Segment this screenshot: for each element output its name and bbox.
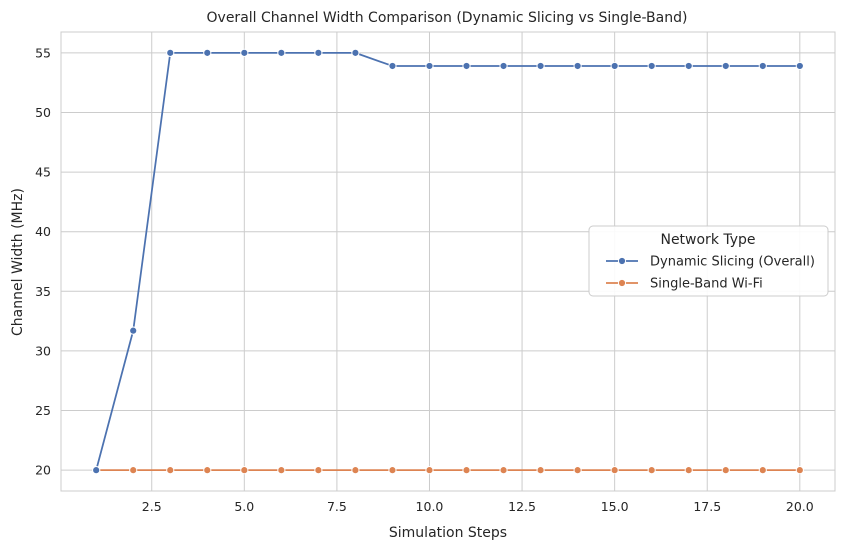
data-point	[536, 466, 545, 475]
x-axis-ticks: 2.5 5.0 7.5 10.0 12.5 15.0 17.5 20.0	[142, 499, 814, 514]
data-point	[795, 61, 804, 71]
data-point	[684, 466, 693, 475]
x-tick-label: 15.0	[601, 499, 629, 514]
x-tick-label: 20.0	[786, 499, 814, 514]
data-point	[277, 48, 286, 57]
x-tick-label: 5.0	[234, 499, 254, 514]
data-point	[425, 466, 434, 475]
legend-marker	[617, 278, 627, 288]
data-point	[499, 61, 508, 71]
data-point	[721, 466, 730, 475]
data-point	[758, 61, 767, 71]
series-layer	[92, 48, 804, 475]
y-tick-label: 45	[35, 165, 51, 180]
data-point	[462, 466, 471, 475]
legend-label: Single-Band Wi-Fi	[650, 277, 763, 292]
data-point	[129, 326, 138, 335]
x-tick-label: 17.5	[693, 499, 721, 514]
data-point	[351, 48, 360, 57]
data-point	[166, 466, 175, 475]
y-tick-label: 25	[35, 403, 51, 418]
y-tick-label: 40	[35, 224, 51, 239]
series-1	[92, 466, 804, 475]
data-point	[277, 466, 286, 475]
legend-label: Dynamic Slicing (Overall)	[650, 255, 815, 270]
x-tick-label: 2.5	[142, 499, 162, 514]
data-point	[92, 466, 101, 475]
data-point	[351, 466, 360, 475]
data-point	[721, 61, 730, 71]
data-point	[573, 61, 582, 71]
data-point	[166, 48, 175, 57]
y-tick-label: 20	[35, 463, 51, 478]
y-tick-label: 35	[35, 284, 51, 299]
x-tick-label: 10.0	[416, 499, 444, 514]
data-point	[240, 466, 249, 475]
legend-item: Dynamic Slicing (Overall)	[606, 255, 815, 270]
data-point	[610, 466, 619, 475]
data-point	[314, 466, 323, 475]
data-point	[240, 48, 249, 57]
y-tick-label: 30	[35, 343, 51, 358]
legend-item: Single-Band Wi-Fi	[606, 277, 763, 292]
plot-area-frame	[60, 31, 836, 492]
chart-title: Overall Channel Width Comparison (Dynami…	[207, 10, 688, 26]
data-point	[499, 466, 508, 475]
data-point	[462, 61, 471, 71]
x-tick-label: 12.5	[508, 499, 536, 514]
y-tick-label: 50	[35, 105, 51, 120]
y-tick-label: 55	[35, 45, 51, 60]
series-0	[92, 48, 804, 475]
data-point	[388, 61, 397, 71]
data-point	[536, 61, 545, 71]
data-point	[684, 61, 693, 71]
data-point	[203, 48, 212, 57]
y-axis-ticks: 20 25 30 35 40 45 50 55	[35, 45, 51, 477]
legend-items: Dynamic Slicing (Overall) Single-Band Wi-…	[606, 255, 815, 292]
x-tick-label: 7.5	[327, 499, 347, 514]
legend: Network Type Dynamic Slicing (Overall) Si…	[588, 225, 829, 297]
data-point	[610, 61, 619, 71]
data-point	[758, 466, 767, 475]
legend-box	[588, 225, 829, 297]
data-point	[647, 61, 656, 71]
data-point	[314, 48, 323, 57]
y-axis-label: Channel Width (MHz)	[10, 188, 26, 336]
data-point	[573, 466, 582, 475]
x-axis-label: Simulation Steps	[389, 525, 507, 541]
series-line	[95, 51, 800, 471]
data-point	[203, 466, 212, 475]
data-point	[425, 61, 434, 71]
legend-title: Network Type	[660, 232, 755, 248]
data-point	[795, 466, 804, 475]
data-point	[647, 466, 656, 475]
data-point	[388, 466, 397, 475]
legend-marker	[617, 256, 627, 266]
data-point	[129, 466, 138, 475]
